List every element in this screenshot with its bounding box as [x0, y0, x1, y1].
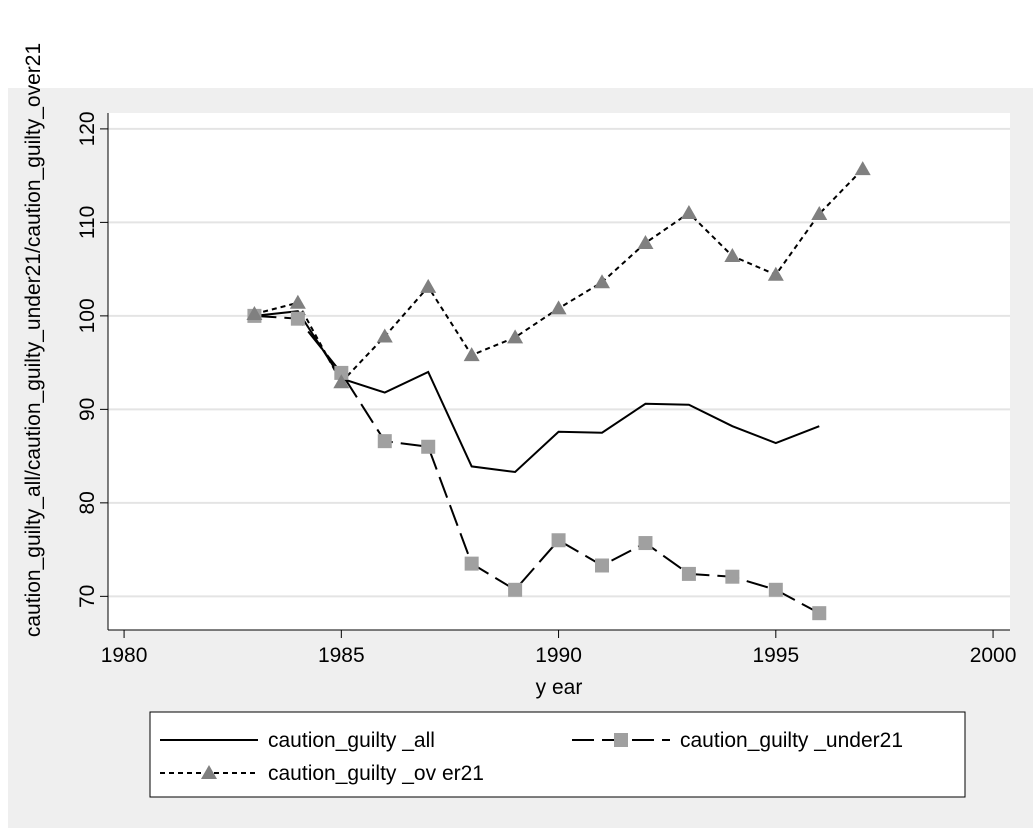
plot-area	[108, 113, 1010, 630]
marker	[421, 439, 436, 454]
marker	[681, 566, 696, 581]
marker	[464, 556, 479, 571]
legend-label: caution_guilty _all	[268, 729, 435, 752]
marker	[595, 558, 610, 573]
marker	[507, 329, 524, 344]
marker	[463, 347, 480, 362]
marker	[854, 161, 871, 176]
legend-label: caution_guilty _under21	[680, 729, 903, 752]
y-tick-label: 110	[76, 206, 99, 239]
marker	[768, 582, 783, 597]
legend-label: caution_guilty _ov er21	[268, 762, 484, 785]
marker	[376, 328, 393, 343]
legend-marker	[201, 765, 217, 779]
marker	[767, 266, 784, 281]
marker	[289, 294, 306, 309]
marker	[420, 278, 437, 293]
legend	[149, 711, 966, 798]
marker	[638, 536, 653, 551]
marker	[550, 300, 567, 315]
marker	[551, 533, 566, 548]
y-tick-label: 70	[76, 585, 99, 608]
x-tick-label: 1990	[535, 644, 582, 667]
marker	[508, 582, 523, 597]
y-tick-label: 90	[76, 398, 99, 421]
y-axis-label: caution_guilty_all/caution_guilty_under2…	[22, 43, 45, 637]
y-tick-label: 100	[76, 298, 99, 333]
marker	[811, 205, 828, 220]
marker	[246, 306, 263, 321]
legend-marker	[614, 733, 628, 747]
y-tick-label: 120	[76, 111, 99, 146]
marker	[594, 274, 611, 289]
series-line	[254, 314, 820, 615]
x-tick-label: 1985	[318, 644, 365, 667]
marker	[812, 606, 827, 621]
x-tick-label: 2000	[970, 644, 1017, 667]
marker	[724, 248, 741, 263]
x-tick-label: 1995	[752, 644, 799, 667]
series-line	[254, 310, 820, 474]
marker	[377, 434, 392, 449]
marker	[334, 365, 349, 380]
marker	[680, 205, 697, 220]
marker	[637, 234, 654, 249]
x-tick-label: 1980	[101, 644, 148, 667]
marker	[290, 311, 305, 326]
marker	[725, 569, 740, 584]
y-tick-label: 80	[76, 491, 99, 514]
marker	[333, 374, 350, 389]
x-axis-label: y ear	[536, 676, 583, 699]
